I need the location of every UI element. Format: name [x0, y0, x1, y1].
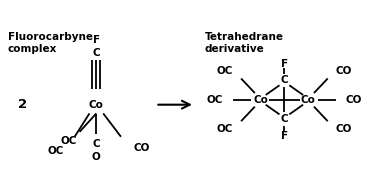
Text: OC: OC: [61, 136, 77, 146]
Text: CO: CO: [335, 124, 352, 134]
Text: O: O: [92, 152, 101, 162]
Text: C: C: [93, 48, 100, 58]
Text: Tetrahedrane
derivative: Tetrahedrane derivative: [205, 32, 284, 54]
Text: OC: OC: [217, 66, 233, 76]
Text: C: C: [280, 114, 288, 124]
Text: OC: OC: [217, 124, 233, 134]
Text: 2: 2: [18, 98, 27, 111]
Text: C: C: [280, 75, 288, 85]
Text: Co: Co: [254, 95, 268, 105]
Text: F: F: [281, 131, 288, 141]
Text: Co: Co: [301, 95, 315, 105]
Text: Co: Co: [89, 100, 104, 110]
Text: C: C: [93, 139, 100, 149]
Text: F: F: [93, 35, 100, 45]
Text: CO: CO: [335, 66, 352, 76]
Text: OC: OC: [48, 146, 64, 156]
Text: F: F: [281, 59, 288, 69]
Text: CO: CO: [134, 143, 150, 153]
Text: CO: CO: [345, 95, 362, 105]
Text: OC: OC: [207, 95, 223, 105]
Text: Fluorocarbyne
complex: Fluorocarbyne complex: [8, 32, 93, 54]
